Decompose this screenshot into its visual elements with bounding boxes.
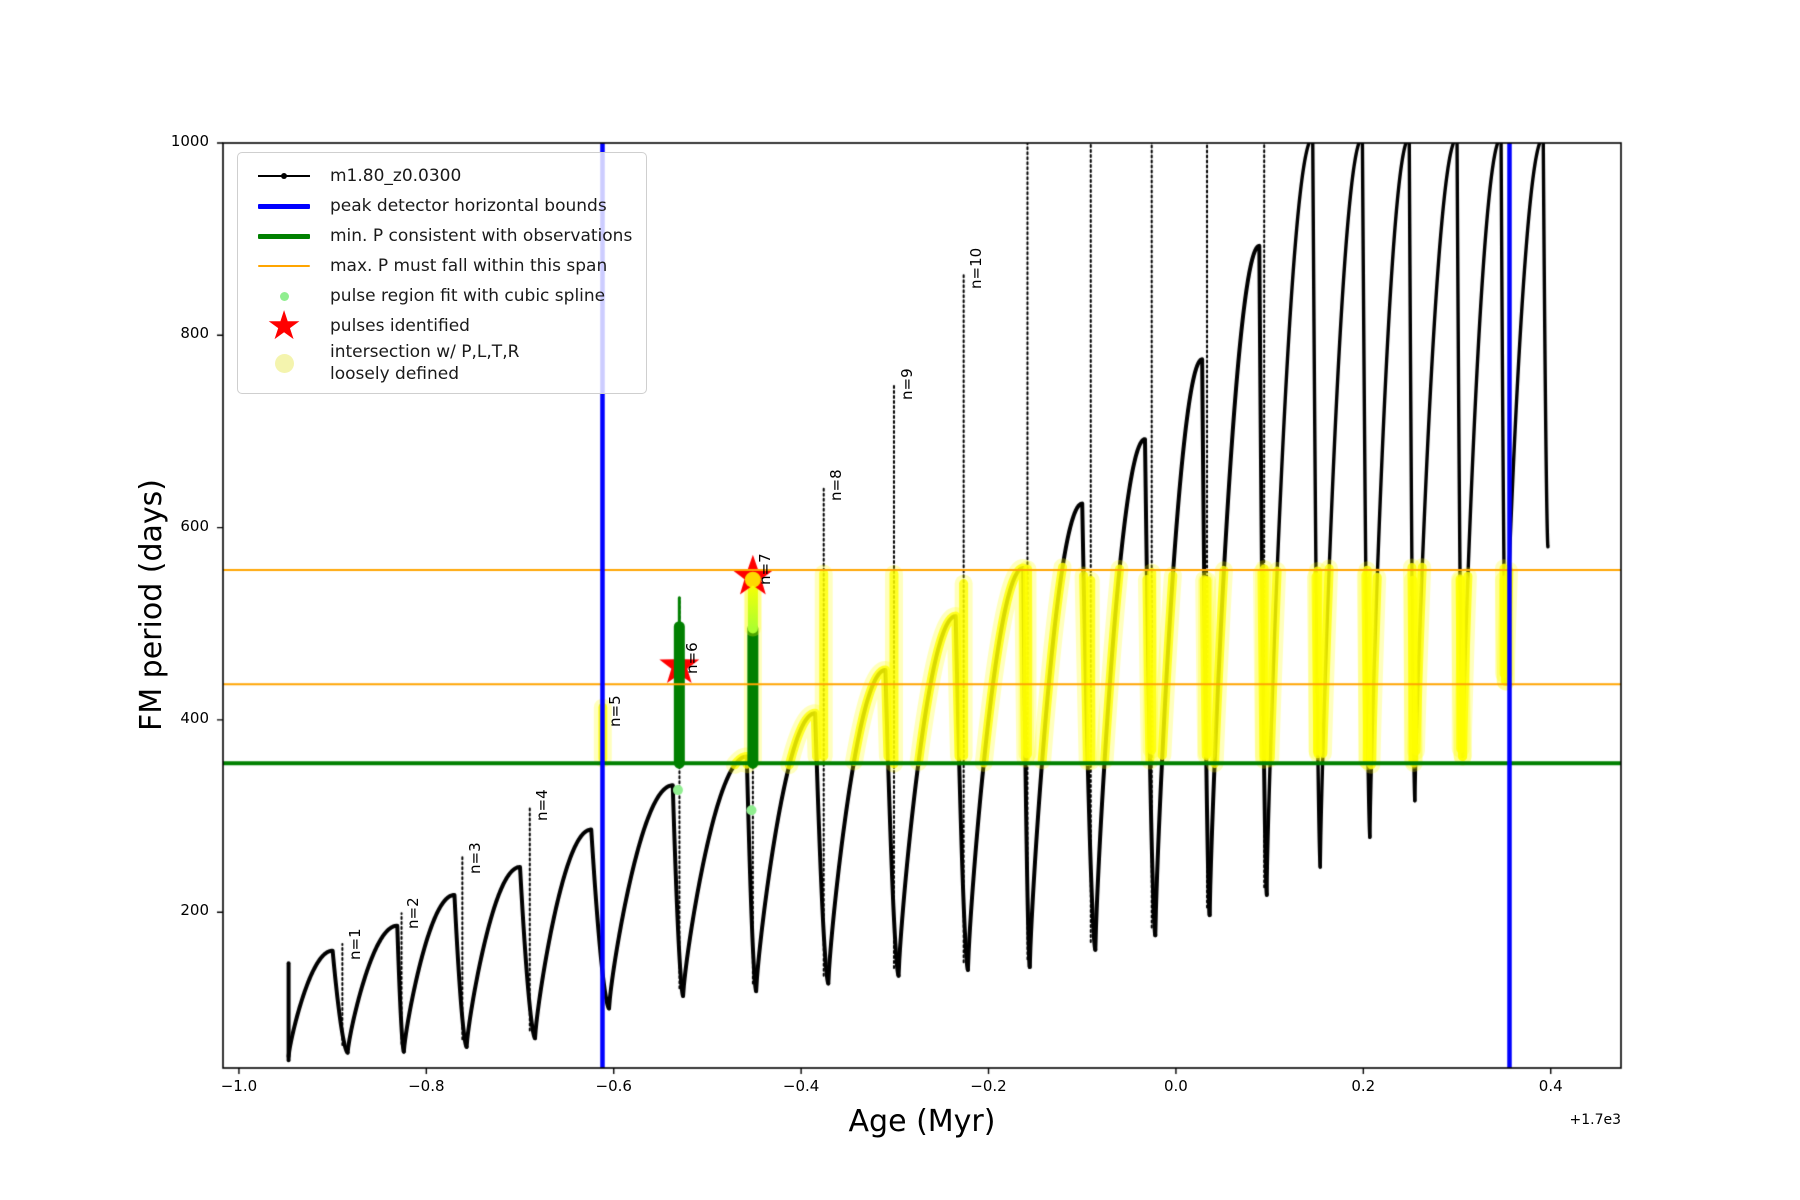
legend-label: intersection w/ P,L,T,R loosely defined [330,342,520,385]
x-axis-label: Age (Myr) [848,1104,996,1139]
legend-label: pulses identified [330,315,470,336]
legend-item: pulse region fit with cubic spline [252,281,632,311]
legend-line-marker-icon [252,264,316,268]
legend-line-marker-icon [252,233,316,239]
pulse-label-n8: n=8 [827,469,846,501]
legend-line-marker-icon [252,203,316,209]
legend-label: max. P must fall within this span [330,255,608,276]
legend-label: min. P consistent with observations [330,225,633,246]
legend-dot-marker-icon [252,291,316,301]
x-axis-offset-label: +1.7e3 [1569,1112,1621,1128]
x-tick-label: −0.4 [782,1077,820,1095]
legend-label: pulse region fit with cubic spline [330,285,606,306]
legend-label: m1.80_z0.0300 [330,165,462,186]
pulse-label-n5: n=5 [606,695,625,727]
x-tick-label: −1.0 [220,1077,258,1095]
pulse-label-n9: n=9 [897,368,916,400]
y-axis-label: FM period (days) [134,479,169,731]
x-tick-label: 0.2 [1351,1077,1376,1095]
legend-item: max. P must fall within this span [252,251,632,281]
legend-label: peak detector horizontal bounds [330,195,607,216]
legend-item: m1.80_z0.0300 [252,161,632,191]
y-tick-label: 600 [180,516,209,535]
x-tick-label: −0.2 [970,1077,1007,1095]
pulse-label-n2: n=2 [404,896,423,929]
legend-item: min. P consistent with observations [252,221,632,251]
legend-item: intersection w/ P,L,T,R loosely defined [252,341,632,385]
y-tick-label: 200 [180,901,209,920]
x-tick-label: 0.4 [1538,1077,1563,1095]
y-tick-label: 400 [180,708,209,727]
y-tick-label: 1000 [170,132,209,150]
x-tick-label: −0.8 [408,1077,445,1095]
legend-item: peak detector horizontal bounds [252,191,632,221]
pulse-label-n1: n=1 [345,928,364,961]
pulse-label-n4: n=4 [533,789,552,821]
pulse-label-n10: n=10 [966,247,985,290]
y-tick-label: 800 [180,324,209,343]
legend-item: ★ pulses identified [252,303,632,349]
legend-line-dot-marker-icon [252,173,316,179]
legend-dot-marker-icon [252,353,316,373]
pulse-label-n6: n=6 [682,642,701,674]
x-tick-label: −0.6 [595,1077,632,1095]
x-tick-label: 0.0 [1163,1077,1188,1095]
legend-star-marker-icon: ★ [266,303,302,349]
pulse-label-n7: n=7 [756,553,775,586]
pulse-label-n3: n=3 [465,842,484,874]
